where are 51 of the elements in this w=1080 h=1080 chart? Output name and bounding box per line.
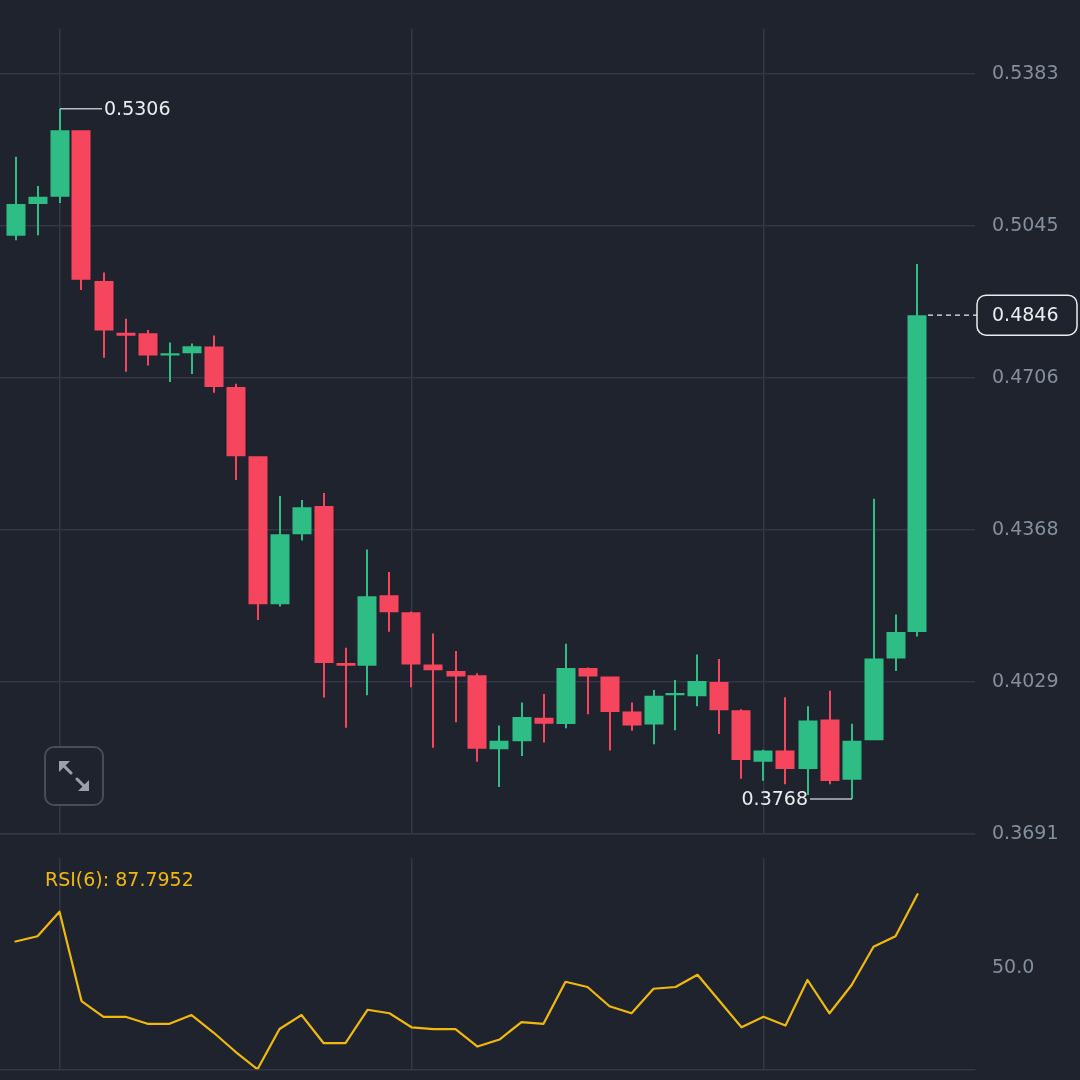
y-tick-label: 0.4706 [992,364,1059,387]
candlestick [292,500,312,541]
candlestick [644,689,664,745]
y-tick-label: 0.3691 [992,820,1059,843]
candlestick [336,647,356,728]
candlestick [248,456,268,620]
candlestick [687,654,707,707]
chart-title: RSI(6): 87.7952 [45,867,194,890]
candlestick [600,676,620,751]
candlestick [314,492,334,698]
y-tick-label: 0.5045 [992,212,1059,235]
candlestick [6,156,26,241]
candlestick [357,549,377,696]
candlestick [204,335,224,393]
candlestick [556,643,576,729]
candlestick [226,383,246,480]
candlestick [578,667,598,715]
y-tick-label: 0.4029 [992,668,1059,691]
ref-line-label: 0.4846 [992,303,1059,326]
candlestick [775,697,795,785]
candlestick [489,725,509,787]
candlestick [731,709,751,779]
candlestick [665,680,685,731]
candlestick [886,614,906,672]
candlestick [842,723,862,800]
candlestick [379,571,399,632]
y-tick-label: 0.5383 [992,61,1059,84]
candlestick [864,498,884,741]
candlestick [28,185,48,236]
candlestick [820,690,840,785]
candlestick [50,108,70,203]
candlestick [116,318,136,372]
annotation: 0.5306 [104,96,171,119]
candlestick [182,343,202,374]
candlestick [94,272,114,358]
candlestick [160,342,180,383]
candlestick [907,264,927,637]
candlestick [467,673,487,762]
candlestick [753,749,773,781]
candlestick [71,130,91,291]
annotation: 0.3768 [741,786,808,809]
candlestick [446,650,466,723]
candlestick [534,694,554,743]
candlestick [138,330,158,366]
candlestick [423,633,443,748]
text: 50.0 [992,954,1035,977]
candlestick [401,611,421,688]
candlestick [709,659,729,734]
candlestick [270,496,290,607]
y-tick-label: 0.4368 [992,516,1059,539]
candlestick [512,702,532,756]
